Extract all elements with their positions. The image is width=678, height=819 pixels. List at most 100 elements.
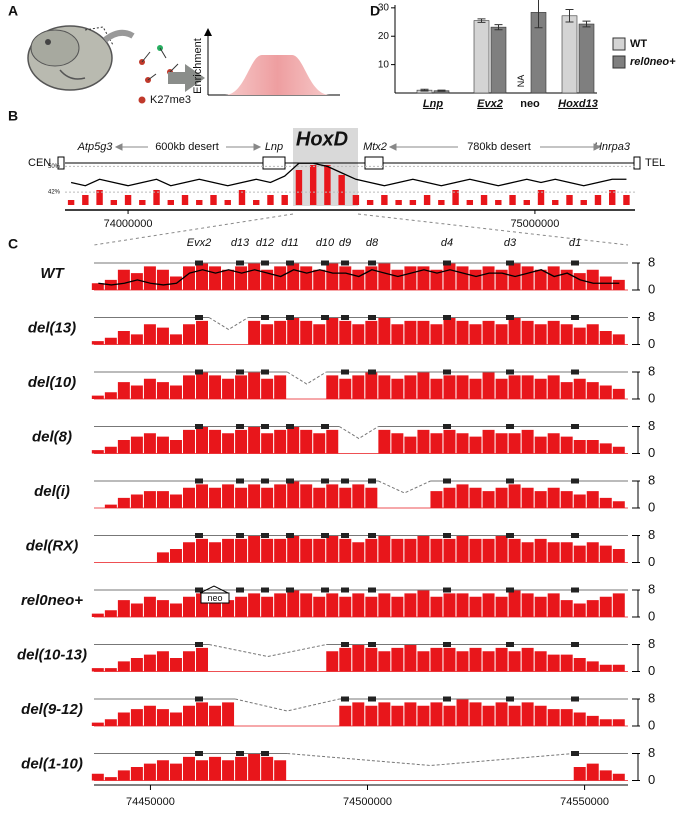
line-tick-label: 50% <box>48 164 61 170</box>
deletion <box>287 753 574 767</box>
gene-box <box>261 587 269 593</box>
signal-bar <box>196 593 209 617</box>
signal-bar <box>274 538 287 563</box>
signal-bar <box>209 596 222 617</box>
signal-bar <box>352 269 365 290</box>
signal-bar <box>612 501 625 508</box>
signal-bar <box>469 647 482 672</box>
signal-bar <box>130 494 143 508</box>
signal-bar <box>143 378 156 399</box>
insert-label: neo <box>207 593 222 603</box>
signal-bar <box>300 320 313 345</box>
signal-bar <box>352 375 365 399</box>
axis-label: Enrichment <box>192 38 204 94</box>
signal-bar <box>352 593 365 617</box>
signal-bar <box>222 269 235 290</box>
signal-bar <box>222 433 235 454</box>
gene-box <box>506 260 514 266</box>
signal-bar <box>443 429 456 454</box>
signal-bar <box>183 596 195 617</box>
gene-box <box>506 587 514 593</box>
gene-box <box>261 478 269 484</box>
signal-bar <box>143 596 156 617</box>
gene-box <box>571 751 579 756</box>
signal-bar <box>560 269 573 290</box>
signal-bar <box>404 375 417 399</box>
signal-bar <box>599 770 612 781</box>
gene-box <box>236 369 244 375</box>
gene-box <box>286 315 294 320</box>
signal-bar <box>110 200 118 205</box>
chromosome-end <box>57 156 65 170</box>
signal-bar <box>378 317 391 345</box>
gene-box <box>571 533 579 538</box>
signal-bar <box>430 378 443 399</box>
signal-bar <box>196 760 209 781</box>
scale-bracket <box>632 644 639 672</box>
signal-bar <box>456 484 469 508</box>
gene-box <box>261 424 269 429</box>
signal-bar <box>586 491 599 508</box>
gene-box <box>261 751 269 756</box>
gene-label: Evx2 <box>187 237 211 249</box>
gene-box <box>236 587 244 593</box>
signal-bar <box>482 538 495 563</box>
signal-bar <box>143 491 156 508</box>
gene-box <box>261 315 269 320</box>
signal-bar <box>300 429 313 454</box>
signal-bar <box>248 372 261 399</box>
signal-bar <box>287 590 300 617</box>
signal-bar <box>324 165 331 205</box>
signal-bar <box>196 263 209 290</box>
end-label: TEL <box>645 157 665 169</box>
signal-bar <box>612 549 625 563</box>
signal-bar <box>156 709 169 726</box>
signal-bar <box>495 433 508 454</box>
signal-bar <box>104 610 117 617</box>
signal-bar <box>313 269 326 290</box>
line-tick-label: 42% <box>48 190 61 196</box>
signal-bar <box>248 535 261 563</box>
gene-box <box>368 260 376 266</box>
signal-bar <box>623 195 630 205</box>
signal-bar <box>274 320 287 345</box>
locus-title: HoxD <box>296 128 348 150</box>
signal-bar <box>104 777 117 781</box>
signal-bar <box>573 767 586 781</box>
signal-bar <box>599 331 612 345</box>
signal-bar <box>456 320 469 345</box>
signal-bar <box>183 651 195 672</box>
signal-bar <box>326 317 339 345</box>
deletion <box>339 426 379 440</box>
signal-bar <box>495 487 508 508</box>
signal-bar <box>521 375 534 399</box>
gene-box <box>262 156 286 170</box>
signal-bar <box>238 190 246 205</box>
track-name: del(1-10) <box>21 755 83 772</box>
scale-bracket <box>632 426 639 454</box>
signal-bar <box>443 705 456 726</box>
signal-bar <box>547 375 560 399</box>
signal-bar <box>443 375 456 399</box>
signal-bar <box>430 324 443 345</box>
chromosome-end <box>633 156 641 170</box>
signal-bar <box>181 195 189 205</box>
legend-label: WT <box>630 38 647 50</box>
signal-bar <box>196 647 209 672</box>
signal-bar <box>552 200 559 205</box>
signal-bar <box>417 705 430 726</box>
signal-bar <box>235 596 248 617</box>
y-tick-label: 30 <box>378 2 390 13</box>
signal-bar <box>443 263 456 290</box>
signal-bar <box>443 487 456 508</box>
signal-bar <box>248 593 261 617</box>
signal-bar <box>139 200 146 205</box>
gene-box <box>341 587 349 593</box>
signal-bar <box>469 538 482 563</box>
signal-bar <box>523 200 530 205</box>
signal-bar <box>365 705 378 726</box>
signal-bar <box>586 661 599 672</box>
signal-bar <box>482 372 495 399</box>
y-tick-label: 0 <box>648 499 655 514</box>
signal-bar <box>508 433 521 454</box>
